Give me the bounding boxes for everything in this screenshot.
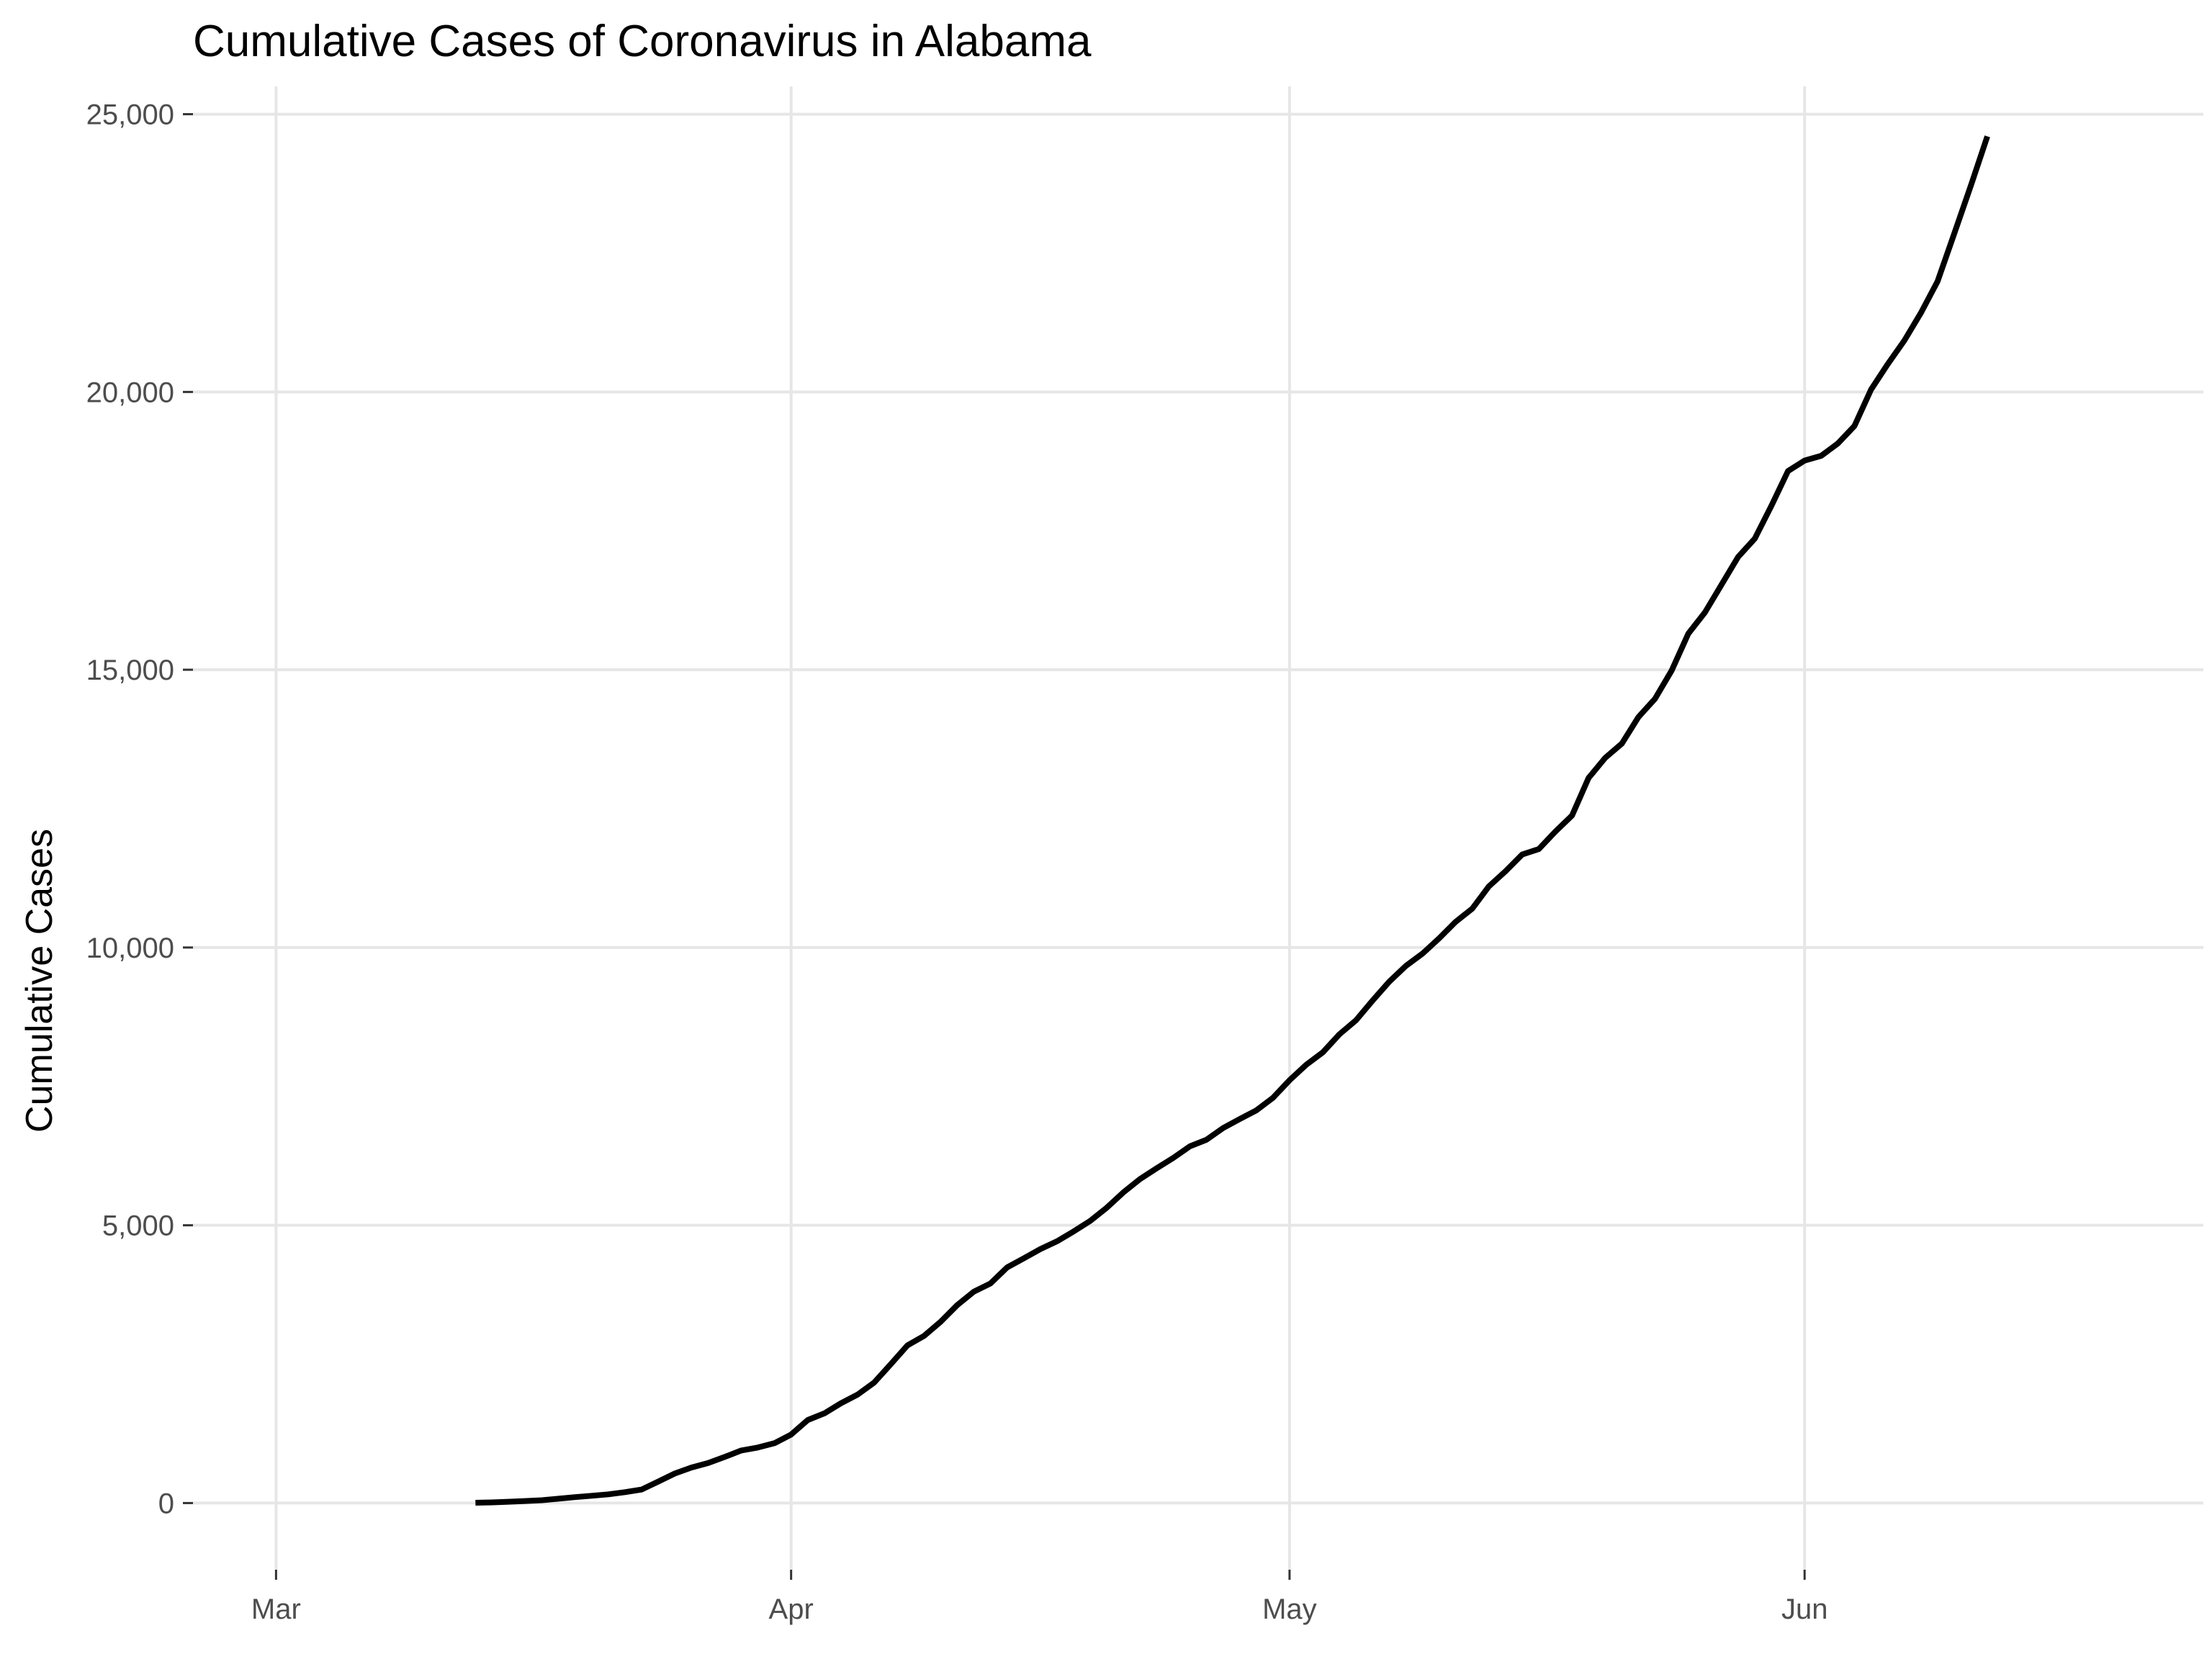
y-tick-label: 10,000 (86, 932, 174, 964)
y-axis-title: Cumulative Cases (19, 829, 60, 1133)
y-tick-label: 0 (158, 1488, 174, 1519)
y-tick-label: 15,000 (86, 655, 174, 686)
grid-lines (193, 86, 2203, 1570)
x-tick-label: Jun (1781, 1593, 1828, 1625)
x-axis-ticks: Mar Apr May Jun (251, 1570, 1828, 1625)
x-tick-label: May (1262, 1593, 1317, 1625)
x-tick-label: Mar (251, 1593, 301, 1625)
y-tick-label: 20,000 (86, 377, 174, 408)
cumulative-cases-line (475, 135, 1990, 1506)
y-tick-label: 25,000 (86, 99, 174, 131)
x-tick-label: Apr (769, 1593, 814, 1625)
y-axis-ticks: 0 5,000 10,000 15,000 20,000 25,000 (86, 99, 193, 1519)
series-layer (475, 135, 1990, 1506)
y-tick-label: 5,000 (102, 1210, 174, 1242)
chart-title: Cumulative Cases of Coronavirus in Alaba… (193, 17, 1092, 66)
